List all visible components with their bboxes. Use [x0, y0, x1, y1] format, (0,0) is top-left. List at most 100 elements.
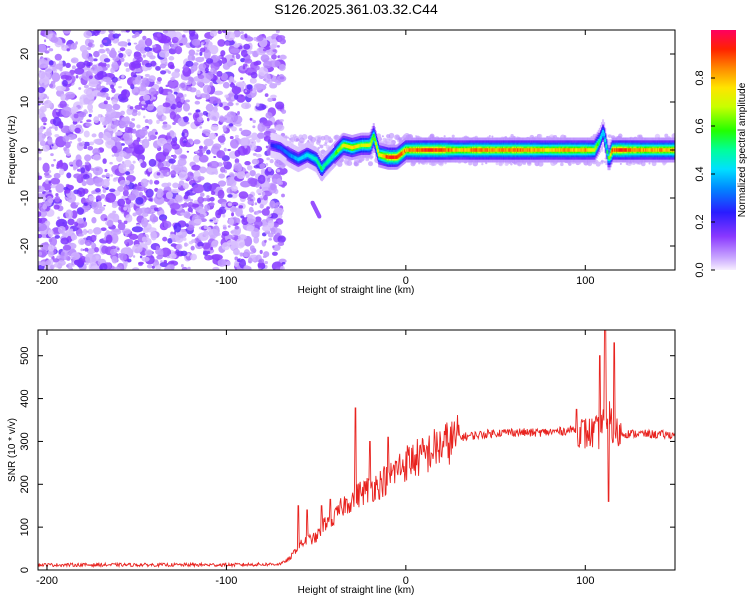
noise-blob — [230, 58, 234, 62]
noise-blob — [112, 33, 120, 39]
noise-blob — [212, 143, 222, 150]
ridge-band — [333, 152, 336, 156]
noise-blob — [232, 54, 235, 58]
noise-blob — [240, 215, 245, 219]
noise-blob — [43, 122, 47, 126]
noise-blob — [38, 185, 45, 193]
noise-blob — [227, 225, 231, 228]
ridge-band — [295, 156, 298, 161]
noise-blob — [172, 121, 176, 125]
noise-blob — [98, 48, 106, 54]
noise-blob — [278, 63, 286, 72]
haze-dot — [495, 162, 499, 166]
noise-blob — [82, 248, 85, 251]
noise-blob — [70, 42, 78, 50]
noise-blob — [199, 192, 205, 197]
noise-blob — [201, 242, 211, 250]
noise-blob — [79, 44, 88, 53]
noise-blob — [268, 237, 273, 241]
noise-blob — [229, 77, 234, 81]
noise-blob — [262, 48, 267, 52]
noise-blob — [190, 245, 195, 251]
noise-blob — [73, 167, 77, 171]
noise-blob — [132, 128, 137, 134]
ridge-band — [314, 157, 317, 161]
noise-blob — [38, 86, 46, 94]
ridge-band — [373, 137, 376, 142]
noise-blob — [38, 217, 43, 224]
noise-blob — [54, 126, 58, 131]
noise-blob — [158, 35, 172, 44]
noise-blob — [281, 109, 287, 114]
noise-blob — [51, 143, 54, 147]
noise-blob — [153, 194, 165, 205]
ridge-band — [280, 146, 283, 150]
noise-blob — [91, 190, 96, 195]
noise-blob — [153, 180, 160, 185]
noise-blob — [38, 108, 45, 116]
noise-blob — [161, 123, 172, 131]
noise-blob — [58, 121, 64, 129]
noise-blob — [125, 179, 130, 186]
haze-dot — [625, 162, 629, 166]
noise-blob — [83, 97, 91, 105]
noise-blob — [39, 140, 46, 147]
noise-blob — [189, 87, 197, 93]
noise-blob — [229, 205, 237, 213]
noise-blob — [251, 141, 254, 144]
noise-blob — [63, 147, 67, 152]
noise-blob — [170, 264, 175, 270]
noise-blob — [264, 93, 269, 97]
noise-blob — [148, 198, 153, 202]
noise-blob — [236, 237, 245, 249]
noise-blob — [99, 115, 106, 123]
noise-blob — [189, 198, 194, 202]
noise-blob — [241, 102, 252, 110]
noise-blob — [132, 255, 136, 258]
ridge-band — [313, 156, 316, 161]
noise-blob — [55, 85, 67, 92]
noise-blob — [198, 208, 206, 214]
noise-blob — [56, 160, 64, 168]
ridge-band — [289, 153, 292, 158]
noise-blob — [87, 103, 94, 111]
noise-blob — [207, 96, 219, 105]
noise-blob — [237, 111, 240, 115]
noise-blob — [108, 30, 114, 34]
noise-blob — [131, 118, 136, 121]
noise-blob — [105, 138, 116, 149]
haze-dot — [491, 135, 494, 138]
noise-blob — [62, 79, 68, 87]
noise-blob — [199, 93, 208, 99]
noise-blob — [253, 236, 260, 244]
haze-dot — [388, 136, 393, 141]
noise-blob — [247, 257, 253, 264]
noise-blob — [76, 61, 86, 69]
noise-blob — [277, 261, 281, 267]
noise-blob — [266, 157, 270, 161]
noise-blob — [55, 109, 59, 113]
noise-blob — [122, 133, 130, 141]
noise-blob — [256, 188, 263, 195]
noise-blob — [279, 76, 285, 80]
noise-blob — [156, 119, 160, 124]
noise-blob — [51, 72, 61, 82]
noise-blob — [234, 260, 239, 268]
noise-blob — [250, 132, 259, 141]
noise-blob — [214, 170, 219, 175]
noise-blob — [206, 195, 210, 199]
noise-blob — [86, 119, 92, 123]
noise-blob — [256, 197, 262, 204]
noise-blob — [237, 234, 247, 240]
noise-blob — [205, 103, 214, 112]
noise-blob — [156, 104, 166, 115]
ridge-band — [344, 144, 347, 148]
noise-blob — [258, 193, 262, 196]
noise-blob — [147, 119, 153, 125]
noise-blob — [163, 42, 170, 52]
noise-blob — [197, 176, 205, 181]
noise-blob — [168, 198, 175, 204]
noise-blob — [267, 174, 273, 179]
noise-blob — [116, 154, 123, 163]
noise-blob — [255, 184, 260, 188]
